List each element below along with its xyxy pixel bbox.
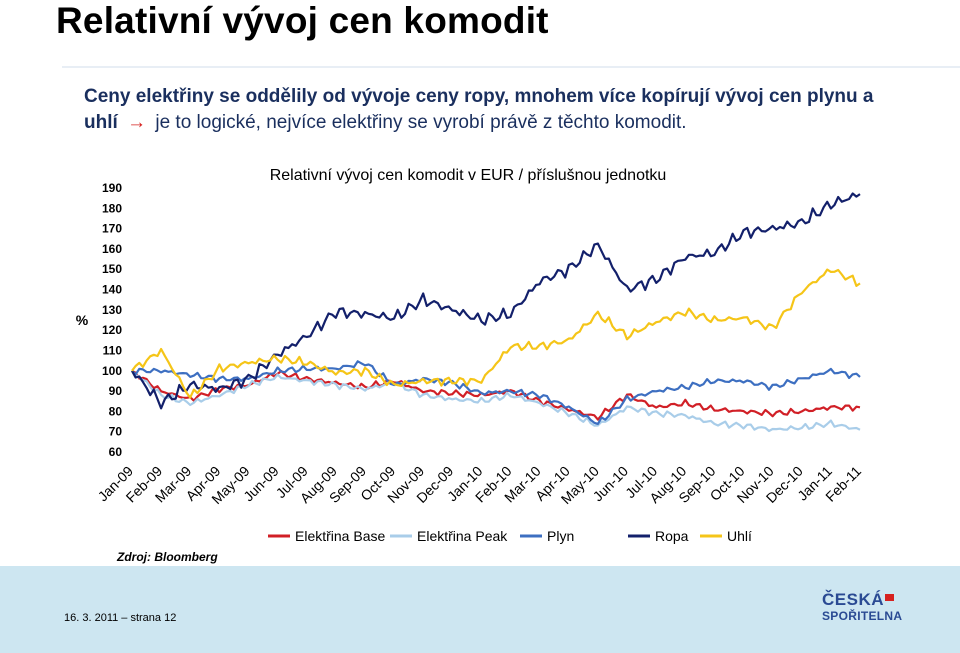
series-line-5 xyxy=(131,268,861,399)
series-line-4 xyxy=(131,192,861,410)
y-tick-label: 70 xyxy=(109,425,123,439)
legend-label: Uhlí xyxy=(727,528,752,544)
y-tick-label: 100 xyxy=(102,364,122,378)
chart-title: Relativní vývoj cen komodit v EUR / přís… xyxy=(270,167,667,184)
y-tick-label: 80 xyxy=(109,404,123,418)
y-tick-label: 170 xyxy=(102,222,122,236)
arrow-icon: → xyxy=(127,112,147,133)
y-tick-label: 120 xyxy=(102,323,122,337)
y-tick-label: 60 xyxy=(109,445,123,459)
legend-label: Ropa xyxy=(655,528,689,544)
intro-bold: Ceny elektřiny se oddělily od vývoje cen… xyxy=(84,86,874,133)
ceska-sporitelna-logo: ČESKÁ SPOŘITELNA xyxy=(822,590,903,624)
intro-text: Ceny elektřiny se oddělily od vývoje cen… xyxy=(84,84,904,136)
legend-label: Plyn xyxy=(547,528,574,544)
title-divider xyxy=(62,66,960,68)
source-note: Zdroj: Bloomberg xyxy=(117,550,218,564)
y-tick-label: 150 xyxy=(102,262,122,276)
y-tick-label: 130 xyxy=(102,303,122,317)
series-lines xyxy=(131,192,861,433)
y-tick-group: 190 180 170 160 150 140 130 120 110 100 90 80 70 60 xyxy=(102,181,122,459)
y-tick-label: 190 xyxy=(102,181,122,195)
y-tick-label: 180 xyxy=(102,201,122,215)
slide-title: Relativní vývoj cen komodit xyxy=(56,0,549,41)
intro-plain: je to logické, nejvíce elektřiny se vyro… xyxy=(155,112,687,133)
logo-line-2: SPOŘITELNA xyxy=(822,609,903,623)
y-tick-label: 160 xyxy=(102,242,122,256)
series-line-2 xyxy=(131,370,861,433)
y-tick-label: 110 xyxy=(103,343,123,357)
chart-legend: Elektřina Base Elektřina Peak Plyn Ropa Uhlí xyxy=(268,528,752,544)
logo-line-1: ČESKÁ xyxy=(822,590,885,609)
y-tick-label: 140 xyxy=(102,283,122,297)
y-tick-label: 90 xyxy=(109,384,123,398)
footer-band xyxy=(0,566,960,653)
footer-date: 16. 3. 2011 – strana 12 xyxy=(64,612,177,624)
x-tick-group: Jan-09Feb-09Mar-09Apr-09May-09Jun-09Jul-… xyxy=(95,463,865,507)
legend-label: Elektřina Base xyxy=(295,528,385,544)
legend-label: Elektřina Peak xyxy=(417,528,508,544)
commodity-line-chart: Relativní vývoj cen komodit v EUR / přís… xyxy=(76,167,865,544)
y-axis-label: % xyxy=(76,312,89,328)
logo-mark-icon xyxy=(885,594,894,601)
